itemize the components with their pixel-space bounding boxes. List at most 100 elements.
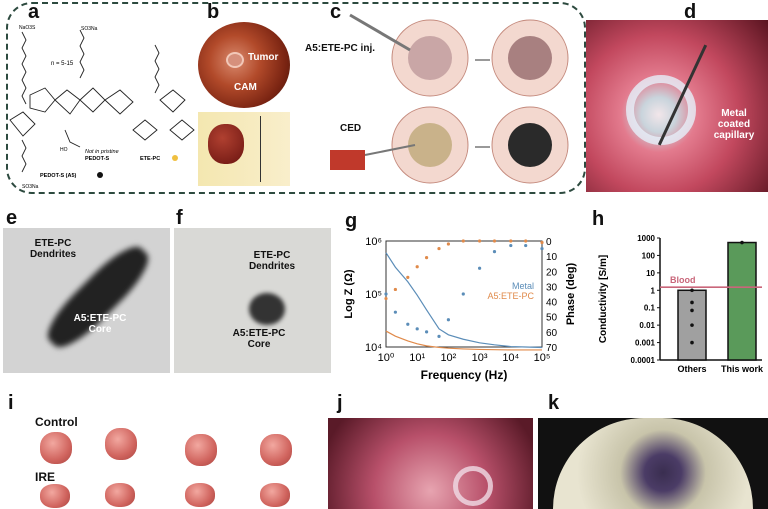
data-point [740, 240, 744, 245]
y-tick-label: 0.1 [644, 304, 656, 313]
ete-pc-text: ETE-PC [140, 156, 160, 162]
phase-point [478, 239, 482, 243]
tumor-sample [40, 432, 72, 464]
phase-point [384, 292, 388, 296]
impedance-chart: 10⁰ 10¹ 10² 10³ 10⁴ 10⁵ 10⁴ 10⁵ 10⁶ 0 10 20 30 40 50 60… [343, 236, 577, 382]
y2-tick-label: 70 [546, 343, 558, 354]
tumor-sample [105, 483, 135, 507]
y2-tick-label: 20 [546, 267, 558, 278]
phase-point [509, 239, 513, 243]
x-tick-label: 10⁴ [502, 352, 519, 364]
ete-pc-marker [172, 155, 178, 161]
data-point [690, 288, 694, 293]
phase-point [492, 250, 497, 254]
f-dendrites-label: ETE-PC Dendrites [248, 250, 296, 272]
metal-capillary-photo: Metal coated capillary [586, 20, 768, 192]
tumor-sample [40, 484, 70, 508]
phase-point [461, 292, 465, 296]
so3na-text: SO3Na [81, 26, 98, 32]
f-core-label: A5:ETE-PC Core [232, 328, 286, 350]
ho-text: HO [60, 147, 68, 153]
y2-tick-label: 50 [546, 313, 558, 324]
blood-label: Blood [670, 275, 696, 285]
legend-entry: A5:ETE-PC [487, 291, 534, 301]
phase-point [540, 240, 544, 245]
legend-entry: Metal [512, 281, 534, 291]
x-tick-label: This work [721, 364, 764, 374]
ire-label: IRE [35, 470, 56, 484]
capillary-caption: Metal coated capillary [713, 108, 755, 141]
core-region [249, 293, 285, 325]
x-tick-label: 10⁵ [534, 352, 551, 364]
phase-point [406, 275, 410, 279]
n-range-text: n = 5-15 [51, 61, 74, 67]
pedot-marker [97, 172, 103, 178]
x-tick-label: 10⁰ [378, 352, 395, 364]
phase-point [540, 246, 544, 251]
y2-tick-label: 0 [546, 237, 552, 248]
control-label: Control [35, 415, 78, 429]
y-tick-label: 0.001 [635, 339, 656, 348]
tumor-sample [260, 434, 292, 466]
y-tick-label: 10⁵ [365, 289, 382, 301]
y-axis-label: Log Z (Ω) [343, 269, 355, 318]
conductivity-chart: 0.0001 0.001 0.01 0.1 1 10 100 1000 Conductivity… [598, 234, 764, 374]
pedot-s-a5-text: PEDOT-S (A5) [40, 173, 77, 179]
phase-point [437, 334, 441, 338]
phase-point [461, 239, 465, 243]
panel-label-g: g [345, 210, 358, 232]
panel-label-c: c [330, 1, 342, 23]
field-of-view [553, 418, 753, 509]
data-point [690, 308, 694, 313]
phase-point [437, 246, 441, 251]
phase-point [406, 322, 410, 326]
phase-point [492, 239, 497, 243]
data-point [690, 340, 694, 345]
phase-point [446, 318, 450, 322]
nao3s-text: NaO3S [19, 25, 36, 31]
impedance-line-a5etepc [385, 330, 542, 351]
histology-f: ETE-PC Dendrites A5:ETE-PC Core [174, 228, 331, 373]
e-core-label: A5:ETE-PC Core [73, 313, 127, 335]
y-tick-label: 1 [651, 286, 656, 295]
data-point [690, 300, 694, 305]
tumor-sample [185, 483, 215, 507]
phase-point [478, 266, 482, 270]
y-tick-label: 1000 [637, 234, 655, 243]
y-axis-label: Conductivity [S/m] [598, 255, 609, 343]
phase-point [509, 243, 513, 248]
phase-point [393, 287, 397, 292]
x-tick-label: 10¹ [409, 352, 425, 364]
phase-point [524, 239, 528, 243]
panel-label-j: j [337, 392, 343, 414]
panel-label-e: e [6, 207, 18, 229]
phase-point [393, 310, 397, 314]
not-pristine-text: Not in pristine [85, 149, 119, 155]
pedot-s-text: PEDOT-S [85, 156, 109, 162]
microscope-photo-k [538, 418, 768, 509]
y2-axis-label: Phase (deg) [565, 262, 577, 325]
phase-point [415, 327, 419, 331]
schematic-injection [349, 13, 569, 97]
x-tick-label: Others [677, 364, 706, 374]
excised-tumor [208, 124, 244, 164]
y2-tick-label: 40 [546, 298, 558, 309]
y-tick-label: 10⁴ [365, 342, 382, 354]
ced-label: CED [340, 123, 362, 134]
panel-label-a: a [28, 1, 40, 23]
panel-label-d: d [684, 1, 697, 23]
bar-this-work [727, 241, 757, 361]
phase-point [415, 265, 419, 269]
panel-label-i: i [8, 392, 14, 414]
tumor-spot [226, 52, 244, 68]
phase-point [524, 243, 528, 248]
x-tick-label: 10² [440, 352, 456, 364]
ring-j [453, 466, 493, 506]
chemical-structures: NaO3S SO3Na n = 5-15 HO Not in pristine … [9, 25, 195, 190]
panel-label-f: f [176, 207, 183, 229]
y2-tick-label: 10 [546, 252, 558, 263]
x-tick-label: 10³ [472, 352, 488, 364]
phase-point [424, 330, 429, 334]
panel-label-k: k [548, 392, 560, 414]
phase-point [446, 242, 450, 246]
